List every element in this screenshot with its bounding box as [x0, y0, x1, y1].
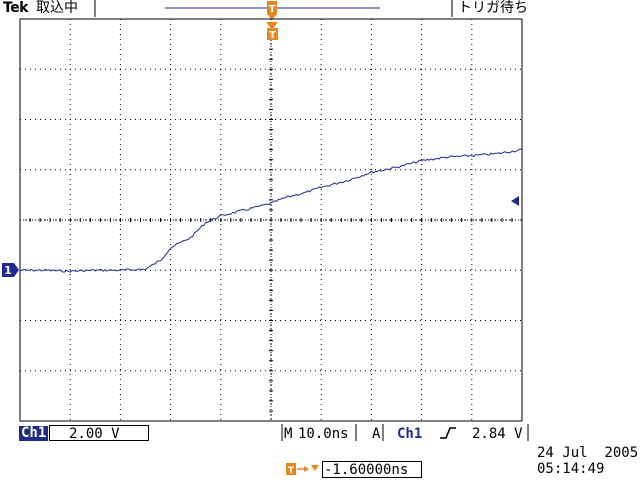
channel-1-marker-label: 1 [4, 264, 12, 277]
trigger-level[interactable]: 2.84 V [472, 426, 523, 442]
channel-1-scale-box[interactable] [49, 425, 149, 441]
channel-1-ground-marker[interactable]: 1 [2, 263, 19, 277]
record-trigger-marker: T [267, 1, 277, 20]
graticule-grid [19, 18, 523, 422]
trigger-status: トリガ待ち [458, 0, 528, 16]
svg-text:T: T [288, 466, 295, 476]
brand-logo: Tek [3, 0, 29, 16]
trigger-offset-icon: T [286, 463, 319, 476]
trigger-offset: -1.60000ns [324, 462, 409, 478]
waveform-trace [19, 148, 523, 273]
acquisition-status: 取込中 [36, 0, 78, 16]
trigger-mode: A [372, 426, 381, 442]
date-readout: 24 Jul 2005 [537, 445, 639, 461]
trigger-position-marker[interactable]: T [266, 22, 278, 41]
trigger-offset-box[interactable] [322, 461, 422, 478]
trigger-level-marker[interactable] [511, 196, 519, 206]
time-readout: 05:14:49 [537, 461, 605, 477]
channel-1-badge[interactable]: Ch1 [19, 425, 49, 441]
trigger-source[interactable]: Ch1 [397, 426, 423, 442]
record-trigger-label: T [269, 4, 276, 15]
horizontal-mode: M [284, 426, 293, 442]
channel-1-scale: 2.00 V [69, 426, 120, 442]
trigger-position-label: T [269, 30, 276, 41]
rising-edge-icon [440, 427, 456, 439]
horizontal-scale[interactable]: 10.0ns [298, 426, 349, 442]
